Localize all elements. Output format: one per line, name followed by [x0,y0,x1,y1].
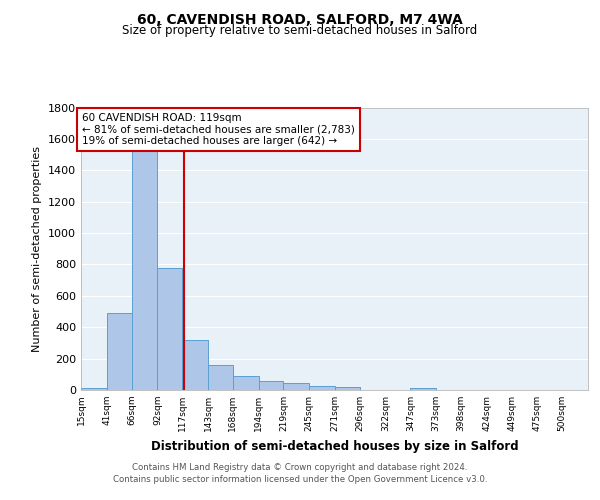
Bar [182,340,208,390]
Text: Contains public sector information licensed under the Open Government Licence v3: Contains public sector information licen… [113,475,487,484]
Y-axis label: Number of semi-detached properties: Number of semi-detached properties [32,146,43,352]
Bar [157,268,182,390]
Text: Size of property relative to semi-detached houses in Salford: Size of property relative to semi-detach… [122,24,478,37]
Bar [233,376,259,390]
Bar [81,388,107,390]
Bar [283,384,309,390]
Bar [107,313,131,390]
Bar [410,388,436,390]
X-axis label: Distribution of semi-detached houses by size in Salford: Distribution of semi-detached houses by … [151,440,518,452]
Bar [335,387,360,390]
Text: 60, CAVENDISH ROAD, SALFORD, M7 4WA: 60, CAVENDISH ROAD, SALFORD, M7 4WA [137,12,463,26]
Text: 60 CAVENDISH ROAD: 119sqm
← 81% of semi-detached houses are smaller (2,783)
19% : 60 CAVENDISH ROAD: 119sqm ← 81% of semi-… [82,113,355,146]
Bar [259,382,283,390]
Bar [309,386,335,390]
Text: Contains HM Land Registry data © Crown copyright and database right 2024.: Contains HM Land Registry data © Crown c… [132,464,468,472]
Bar [131,150,157,390]
Bar [208,365,233,390]
